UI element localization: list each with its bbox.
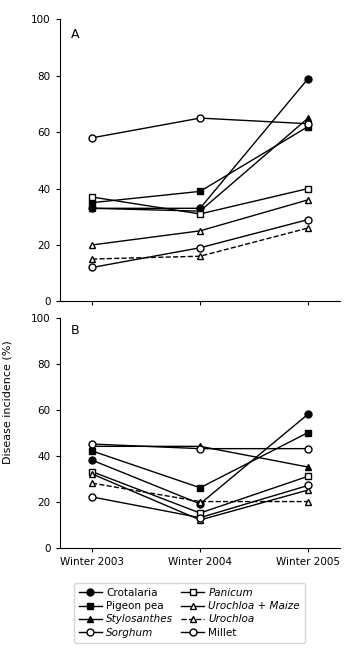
Text: Disease incidence (%): Disease incidence (%) (2, 340, 12, 463)
Text: B: B (71, 325, 80, 338)
Text: A: A (71, 28, 79, 41)
Legend: Crotalaria, Pigeon pea, Stylosanthes, Sorghum, Panicum, Urochloa + Maize, Urochl: Crotalaria, Pigeon pea, Stylosanthes, So… (74, 583, 305, 643)
